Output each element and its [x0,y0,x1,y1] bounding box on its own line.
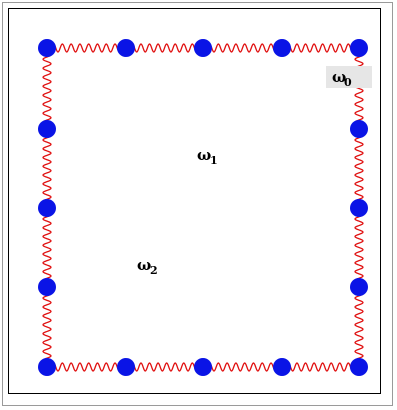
vertical-spring [42,128,52,209]
lattice-node [194,39,212,57]
omega2-label: ω 2 [137,256,158,277]
vertical-spring [42,47,52,130]
horizontal-spring [202,362,283,372]
horizontal-spring [202,43,283,53]
lattice-node [350,358,368,376]
vertical-spring [354,128,364,209]
omega2-subscript: 2 [150,264,158,277]
vertical-spring [354,286,364,368]
lattice-node [194,358,212,376]
horizontal-spring [281,43,360,53]
horizontal-spring [125,362,204,372]
lattice-node [38,120,56,138]
lattice-node [273,39,291,57]
lattice-node [350,39,368,57]
nearest-neighbor-springs [42,43,364,372]
lattice-node [273,358,291,376]
lattice-node [38,278,56,296]
lattice-node [350,278,368,296]
lattice-node [350,120,368,138]
omega0-label-box [326,66,372,88]
lattice-node [38,199,56,217]
horizontal-spring [125,43,204,53]
diagram-frame [8,8,381,394]
lattice-node [350,199,368,217]
omega1-label: ω 1 [197,146,218,167]
vertical-spring [354,207,364,288]
vertical-spring [42,207,52,288]
omega1-symbol: ω [197,146,211,164]
omega0-label: ω 0 [326,66,372,89]
omega0-symbol: ω [332,68,346,86]
lattice-node [38,358,56,376]
vertical-spring [42,286,52,368]
vertical-spring [354,47,364,130]
omega0-subscript: 0 [344,76,352,89]
horizontal-spring [46,43,127,53]
lattice-node [117,39,135,57]
omega2-symbol: ω [137,256,151,274]
lattice-node [117,358,135,376]
omega1-subscript: 1 [210,154,218,167]
lattice-node [38,39,56,57]
horizontal-spring [46,362,127,372]
horizontal-spring [281,362,360,372]
lattice-nodes [38,39,368,376]
